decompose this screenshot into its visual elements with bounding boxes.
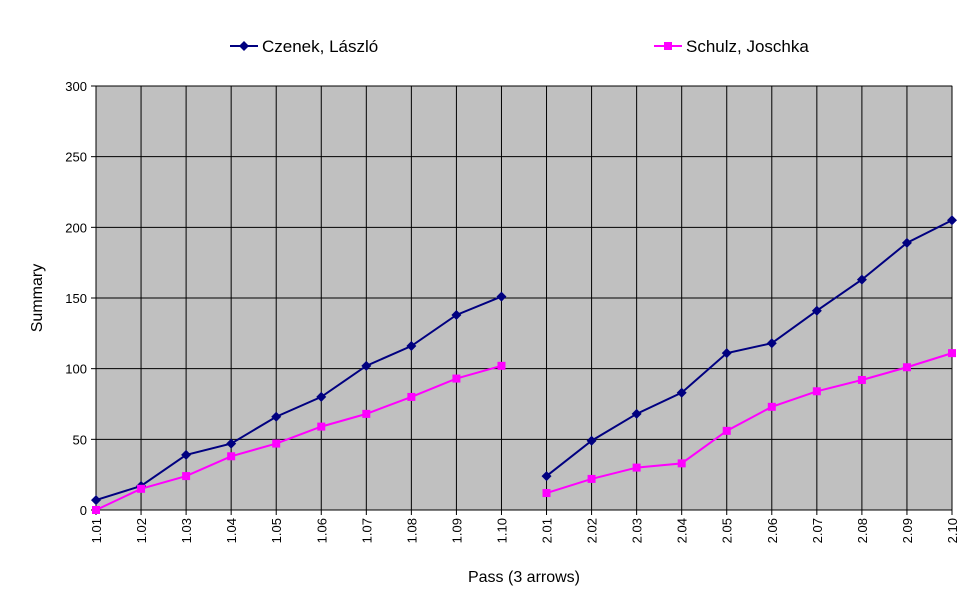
x-tick-label: 2.10	[945, 518, 960, 543]
x-tick-label: 1.03	[179, 518, 194, 543]
y-tick-label: 150	[65, 291, 87, 306]
y-tick-label: 0	[80, 503, 87, 518]
data-point-square	[497, 361, 506, 370]
data-point-square	[722, 426, 731, 435]
data-point-diamond	[676, 387, 687, 398]
legend-marker-square	[664, 42, 672, 50]
x-tick-label: 1.04	[224, 518, 239, 543]
series-line	[95, 295, 502, 502]
data-point-square	[812, 387, 821, 396]
data-point-diamond	[316, 391, 327, 402]
data-point-square	[632, 463, 641, 472]
x-tick-label: 1.10	[494, 518, 509, 543]
x-tick-label: 2.08	[855, 518, 870, 543]
x-tick-label: 1.06	[314, 518, 329, 543]
x-tick-label: 2.02	[585, 518, 600, 543]
x-tick-label: 1.02	[134, 518, 149, 543]
data-point-diamond	[541, 471, 552, 482]
x-tick-label: 1.01	[89, 518, 104, 543]
data-point-diamond	[586, 435, 597, 446]
data-point-diamond	[901, 237, 912, 248]
data-point-square	[542, 489, 551, 498]
data-point-diamond	[496, 291, 507, 302]
y-tick-labels: 0 50 100 150 200 250 300	[65, 79, 87, 518]
y-tick-label: 300	[65, 79, 87, 94]
x-tick-label: 2.06	[765, 518, 780, 543]
x-axis-title: Pass (3 arrows)	[468, 569, 580, 586]
data-point-square	[677, 459, 686, 468]
data-point-square	[587, 474, 596, 483]
y-axis-title: Summary	[29, 264, 46, 332]
legend-item-schulz: Schulz, Joschka	[654, 37, 809, 56]
x-tick-label: 1.08	[404, 518, 419, 543]
x-tick-label: 1.09	[449, 518, 464, 543]
data-point-diamond	[856, 274, 867, 285]
x-tick-label: 2.09	[900, 518, 915, 543]
gridlines	[91, 85, 953, 515]
data-point-diamond	[181, 449, 192, 460]
legend-item-czenek: Czenek, László	[230, 37, 378, 56]
y-tick-label: 200	[65, 220, 87, 235]
data-point-square	[362, 409, 371, 418]
axes	[95, 86, 952, 511]
series-line	[545, 219, 953, 477]
x-tick-labels: 1.01 1.02 1.03 1.04 1.05 1.06 1.07 1.08 1.09 1.10…	[89, 518, 960, 543]
y-tick-label: 100	[65, 362, 87, 377]
data-point-diamond	[947, 215, 957, 226]
x-tick-label: 2.03	[630, 518, 645, 543]
x-tick-label: 2.05	[720, 518, 735, 543]
legend-label-schulz: Schulz, Joschka	[686, 37, 809, 56]
data-point-square	[272, 439, 281, 448]
data-point-square	[948, 349, 956, 358]
legend-label-czenek: Czenek, László	[262, 37, 378, 56]
data-point-diamond	[766, 338, 777, 349]
legend: Czenek, László Schulz, Joschka	[230, 37, 809, 56]
data-point-diamond	[91, 495, 101, 506]
data-point-diamond	[631, 408, 642, 419]
series-group	[91, 215, 957, 514]
data-point-square	[452, 374, 461, 383]
data-point-square	[857, 375, 866, 384]
data-point-diamond	[721, 348, 732, 359]
data-point-diamond	[811, 305, 822, 316]
x-tick-label: 2.04	[675, 518, 690, 543]
data-point-diamond	[226, 438, 237, 449]
y-tick-label: 50	[73, 432, 87, 447]
data-point-square	[182, 472, 191, 481]
y-tick-label: 250	[65, 150, 87, 165]
x-tick-label: 1.07	[359, 518, 374, 543]
series-line	[95, 364, 502, 511]
data-point-square	[767, 402, 776, 411]
data-point-square	[137, 484, 146, 493]
data-point-diamond	[451, 309, 462, 320]
series-1	[92, 349, 956, 514]
legend-marker-diamond	[239, 41, 249, 51]
data-point-diamond	[361, 360, 372, 371]
series-0	[91, 215, 957, 506]
data-point-square	[407, 392, 416, 401]
series-line	[546, 352, 953, 494]
x-tick-label: 1.05	[269, 518, 284, 543]
data-point-square	[317, 422, 326, 431]
data-point-square	[902, 363, 911, 372]
data-point-square	[92, 506, 100, 514]
data-point-diamond	[271, 411, 282, 422]
data-point-diamond	[406, 341, 417, 352]
x-tick-label: 2.07	[810, 518, 825, 543]
data-point-square	[227, 452, 236, 461]
x-tick-label: 2.01	[540, 518, 555, 543]
